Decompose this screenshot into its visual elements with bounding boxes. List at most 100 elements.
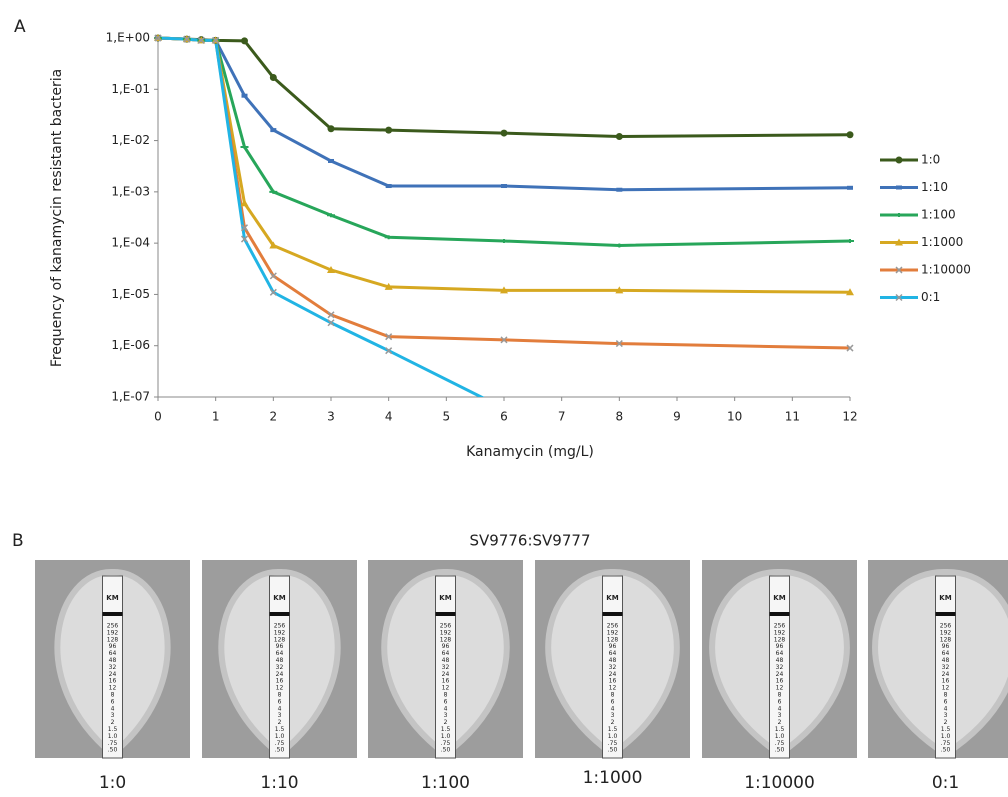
data-point: [269, 241, 278, 249]
strip-scale: 192: [440, 629, 452, 636]
strip-scale: .75: [275, 740, 285, 747]
strip-scale: 256: [440, 623, 452, 630]
strip-scale: 6: [778, 698, 782, 705]
strip-scale: 32: [442, 664, 450, 671]
strip-scale: 48: [609, 657, 617, 664]
data-point: [846, 239, 854, 244]
strip-scale: 8: [778, 692, 782, 699]
legend-label: 1:1000: [921, 235, 963, 249]
data-point: [385, 347, 393, 355]
data-point: [615, 286, 624, 294]
strip-label: KM: [273, 594, 285, 602]
legend-label: 1:10: [921, 180, 948, 194]
strip-scale: 64: [109, 650, 117, 657]
y-tick-label: 1,E-04: [111, 236, 150, 250]
strip-scale: 4: [944, 705, 948, 712]
strip-scale: 6: [444, 698, 448, 705]
strip-scale: 8: [444, 692, 448, 699]
strip-scale: 8: [611, 692, 615, 699]
plate-caption: 1:1000: [583, 768, 643, 788]
strip-scale: 2: [278, 719, 282, 726]
data-point: [846, 344, 854, 352]
strip-scale: .75: [775, 740, 785, 747]
strip-label: KM: [773, 594, 785, 602]
strip-scale: 8: [944, 692, 948, 699]
etest-strip: [435, 575, 456, 759]
strip-scale: .50: [275, 747, 285, 754]
y-tick-label: 1,E-01: [111, 82, 150, 96]
strip-scale: 6: [944, 698, 948, 705]
x-axis-title: Kanamycin (mg/L): [466, 444, 594, 460]
data-point: [197, 36, 205, 44]
strip-scale: 24: [942, 671, 950, 678]
strip-scale: 12: [609, 685, 617, 692]
data-point: [327, 125, 335, 133]
strip-scale: 256: [107, 623, 119, 630]
strip-scale: 1.0: [775, 733, 785, 740]
strip-scale: 128: [774, 636, 786, 643]
data-point: [615, 340, 623, 348]
data-point: [895, 213, 903, 217]
etest-strip: [269, 575, 290, 759]
strip-label: KM: [106, 594, 118, 602]
strip-scale: 3: [944, 712, 948, 719]
data-point: [240, 224, 249, 232]
data-point: [500, 336, 508, 344]
y-tick-label: 1,E-03: [111, 184, 150, 198]
strip-scale: 6: [278, 698, 282, 705]
legend-label: 1:10000: [921, 263, 971, 277]
strip-scale: 128: [274, 636, 286, 643]
strip-scale: 128: [440, 636, 452, 643]
data-point: [501, 184, 507, 189]
plate-caption: 1:10: [260, 773, 298, 793]
strip-scale: 48: [109, 657, 117, 664]
strip-scale: 1.0: [275, 733, 285, 740]
strip-scale: 192: [107, 629, 119, 636]
panel-title: SV9776:SV9777: [470, 532, 591, 550]
strip-scale: 1.0: [941, 733, 951, 740]
plate-caption: 0:1: [932, 773, 959, 793]
panel-label: B: [12, 531, 24, 551]
strip-band: [269, 612, 290, 616]
strip-scale: 64: [442, 650, 450, 657]
data-point: [269, 288, 277, 296]
x-tick-label: 12: [842, 410, 857, 424]
y-tick-label: 1,E-02: [111, 133, 150, 147]
strip-scale: .75: [108, 740, 118, 747]
y-tick-label: 1,E-05: [111, 287, 150, 301]
strip-scale: 48: [776, 657, 784, 664]
data-point: [385, 184, 392, 189]
strip-scale: 32: [942, 664, 950, 671]
strip-scale: 2: [611, 719, 615, 726]
strip-scale: 256: [607, 623, 619, 630]
strip-scale: 12: [942, 685, 950, 692]
data-point: [500, 129, 508, 137]
strip-scale: 2: [111, 719, 115, 726]
data-point: [846, 131, 854, 139]
strip-scale: 8: [278, 692, 282, 699]
strip-scale: 24: [276, 671, 284, 678]
data-point: [500, 286, 508, 294]
data-point: [500, 239, 508, 244]
strip-scale: 256: [940, 623, 952, 630]
strip-scale: 3: [278, 712, 282, 719]
x-tick-label: 2: [270, 410, 278, 424]
y-tick-label: 1,E-06: [111, 338, 150, 352]
x-tick-label: 0: [154, 410, 162, 424]
strip-scale: 24: [609, 671, 617, 678]
strip-scale: 128: [940, 636, 952, 643]
strip-scale: .75: [941, 740, 951, 747]
strip-scale: 4: [444, 705, 448, 712]
strip-scale: 96: [776, 643, 784, 650]
strip-scale: .50: [608, 747, 618, 754]
strip-scale: 6: [111, 698, 115, 705]
data-point: [616, 187, 623, 192]
data-point: [895, 293, 903, 302]
data-point: [615, 243, 624, 248]
data-point: [847, 185, 853, 190]
strip-scale: 192: [940, 629, 952, 636]
data-point: [327, 319, 335, 327]
strip-scale: 12: [109, 685, 117, 692]
panel-label: A: [14, 17, 26, 37]
